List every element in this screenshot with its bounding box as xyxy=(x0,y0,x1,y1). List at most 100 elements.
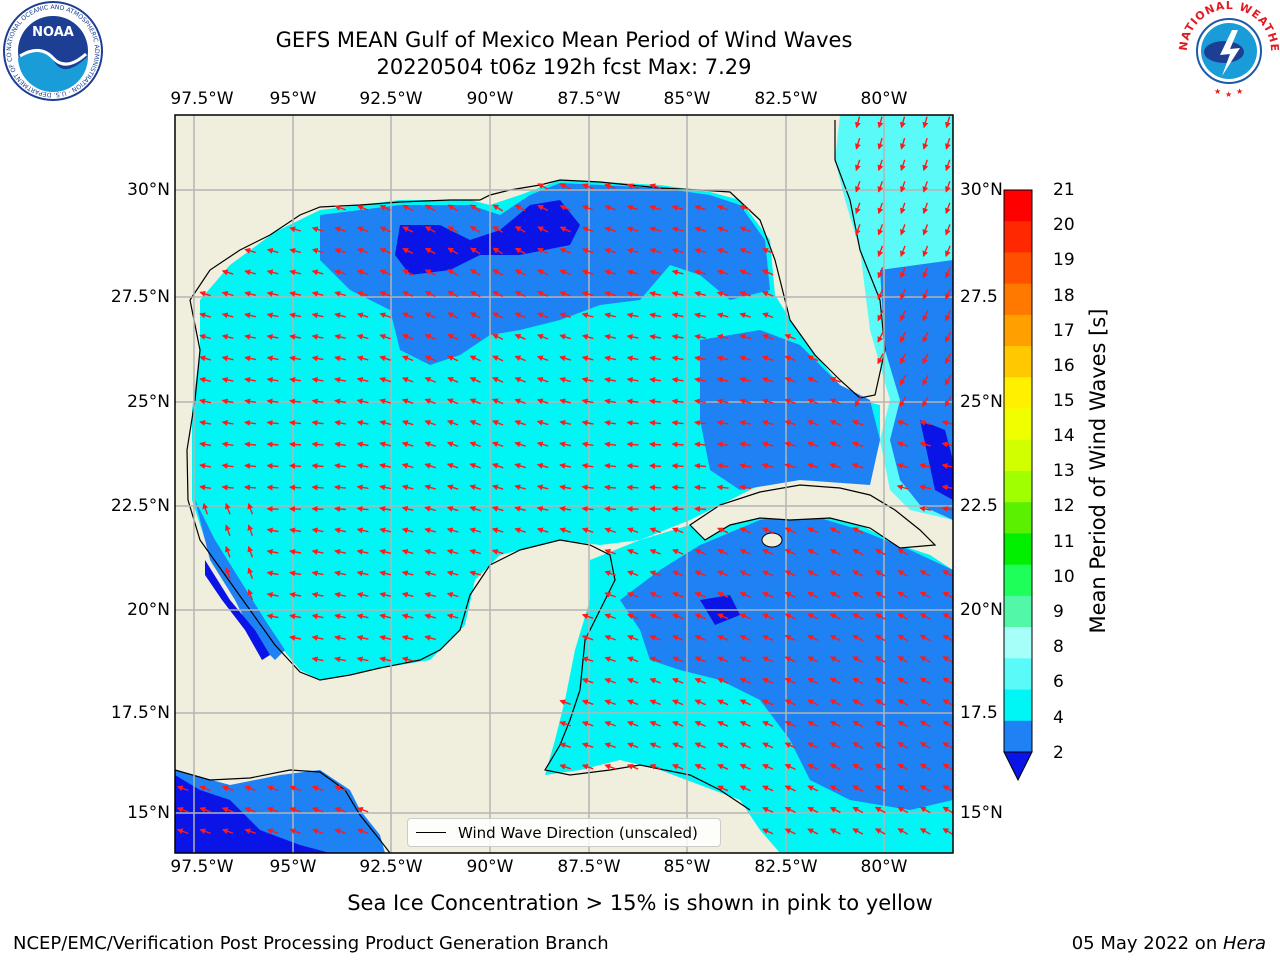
wave-arrow xyxy=(900,202,906,215)
wave-arrow xyxy=(581,527,594,534)
wave-arrow xyxy=(266,484,279,491)
wave-arrow xyxy=(311,312,324,319)
wave-arrow xyxy=(401,656,414,663)
wave-arrow xyxy=(900,224,906,236)
wave-arrow xyxy=(897,742,909,749)
wave-arrow xyxy=(694,247,706,254)
wave-arrow xyxy=(581,613,594,620)
wave-arrow xyxy=(694,505,707,512)
wave-arrow xyxy=(379,226,391,233)
wave-arrow xyxy=(604,527,616,534)
wave-arrow xyxy=(626,764,639,770)
wave-arrow xyxy=(941,505,953,512)
wave-arrow xyxy=(356,312,369,319)
colorbar-tick: 4 xyxy=(1053,708,1064,728)
wave-arrow xyxy=(514,290,526,298)
wave-arrow xyxy=(334,204,346,211)
wave-arrow xyxy=(694,333,707,340)
wave-arrow xyxy=(761,441,774,448)
wave-arrow xyxy=(877,116,884,129)
wave-arrow xyxy=(671,484,684,491)
wave-arrow xyxy=(852,742,864,749)
wave-arrow xyxy=(919,570,931,577)
wave-arrow xyxy=(311,527,324,534)
wave-arrow xyxy=(762,635,774,641)
wave-arrow xyxy=(739,441,752,448)
wave-arrow xyxy=(942,720,953,728)
wave-arrow xyxy=(784,634,796,642)
wave-arrow xyxy=(446,398,459,405)
wave-arrow xyxy=(671,204,684,211)
colorbar-tick: 10 xyxy=(1053,567,1075,587)
wave-arrow xyxy=(671,312,684,319)
wave-arrow xyxy=(739,333,752,340)
wave-arrow xyxy=(491,527,504,534)
wave-arrow xyxy=(784,699,796,706)
wave-arrow xyxy=(356,376,369,383)
wave-arrow xyxy=(896,462,909,469)
wave-arrow xyxy=(942,742,953,749)
wave-arrow xyxy=(922,267,929,279)
wave-arrow xyxy=(401,505,414,512)
wave-arrow xyxy=(807,720,819,728)
wave-arrow xyxy=(897,548,909,556)
wave-arrow xyxy=(829,785,841,792)
wave-arrow xyxy=(581,505,594,512)
wave-arrow xyxy=(941,484,953,491)
wave-arrow xyxy=(514,527,526,534)
wave-arrow xyxy=(289,247,301,254)
wave-arrow xyxy=(581,183,594,190)
wave-arrow xyxy=(356,527,369,534)
wave-arrow xyxy=(649,613,661,620)
nws-logo: NATIONAL WEATHER SERVICE ★★★ xyxy=(1178,0,1280,100)
wave-arrow xyxy=(807,828,819,835)
wave-arrow xyxy=(447,333,459,341)
wave-arrow xyxy=(807,806,819,814)
wave-arrow xyxy=(356,398,369,405)
wave-arrow xyxy=(199,291,211,297)
wave-arrow xyxy=(852,785,864,792)
wave-arrow xyxy=(379,548,391,555)
wave-arrow xyxy=(784,527,796,534)
wave-arrow xyxy=(492,290,504,298)
wave-arrow xyxy=(649,656,661,663)
wave-arrow xyxy=(604,613,616,620)
wave-arrow xyxy=(762,527,774,534)
wave-arrow xyxy=(649,764,661,770)
wave-arrow xyxy=(199,312,212,319)
wave-arrow xyxy=(559,441,572,448)
wave-arrow xyxy=(514,377,526,383)
wave-arrow xyxy=(694,484,707,491)
wave-arrow xyxy=(581,462,594,469)
wave-arrow xyxy=(897,634,909,642)
wave-arrow xyxy=(896,441,909,448)
wave-arrow xyxy=(806,463,819,469)
wave-arrow xyxy=(244,290,256,297)
wave-arrow xyxy=(199,419,212,426)
wave-arrow xyxy=(559,419,571,426)
wave-arrow xyxy=(356,248,369,254)
wave-arrow xyxy=(289,548,302,555)
wave-arrow xyxy=(896,420,909,426)
wave-arrow xyxy=(626,742,639,749)
wave-arrow xyxy=(536,527,549,534)
wave-arrow xyxy=(199,355,211,362)
wave-arrow xyxy=(852,656,864,663)
wave-arrow xyxy=(379,656,391,663)
wave-arrow xyxy=(739,613,751,620)
wave-arrow xyxy=(851,420,864,426)
wave-arrow xyxy=(717,570,729,577)
wave-arrow xyxy=(649,398,662,405)
wave-arrow xyxy=(536,441,549,448)
wave-arrow xyxy=(379,248,391,254)
wave-arrow xyxy=(334,806,346,813)
wave-arrow xyxy=(626,570,639,577)
lon-label-top: 95°W xyxy=(269,89,317,109)
wave-arrow xyxy=(244,828,256,835)
wave-arrow xyxy=(424,441,436,448)
wave-arrow xyxy=(356,634,369,641)
wave-arrow xyxy=(469,377,481,383)
lat-label-right: 15°N xyxy=(960,803,1003,823)
wave-arrow xyxy=(581,678,594,684)
svg-text:★: ★ xyxy=(1214,87,1221,96)
